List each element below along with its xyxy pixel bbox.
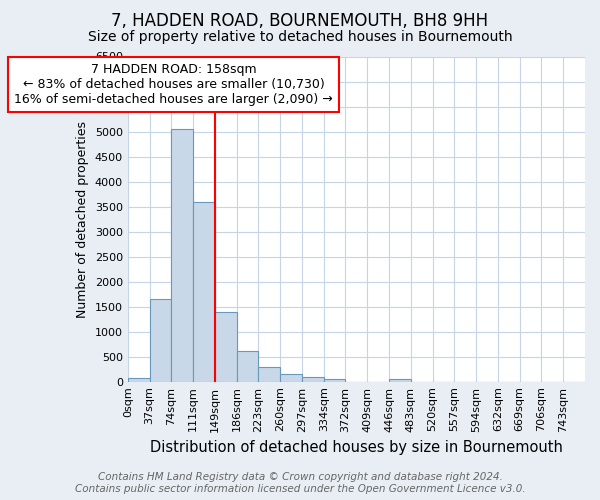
Text: Contains HM Land Registry data © Crown copyright and database right 2024.
Contai: Contains HM Land Registry data © Crown c…	[74, 472, 526, 494]
Bar	[236, 351, 259, 382]
Bar	[280, 374, 302, 382]
Text: Size of property relative to detached houses in Bournemouth: Size of property relative to detached ho…	[88, 30, 512, 44]
Bar	[302, 376, 324, 382]
Text: 7, HADDEN ROAD, BOURNEMOUTH, BH8 9HH: 7, HADDEN ROAD, BOURNEMOUTH, BH8 9HH	[112, 12, 488, 30]
Bar	[324, 378, 346, 382]
Bar	[389, 379, 411, 382]
Bar	[128, 378, 149, 382]
Bar	[215, 312, 236, 382]
Y-axis label: Number of detached properties: Number of detached properties	[76, 120, 89, 318]
Bar	[193, 202, 215, 382]
Text: 7 HADDEN ROAD: 158sqm
← 83% of detached houses are smaller (10,730)
16% of semi-: 7 HADDEN ROAD: 158sqm ← 83% of detached …	[14, 63, 333, 106]
Bar	[149, 299, 172, 382]
Bar	[259, 366, 280, 382]
Bar	[172, 129, 193, 382]
X-axis label: Distribution of detached houses by size in Bournemouth: Distribution of detached houses by size …	[150, 440, 563, 455]
